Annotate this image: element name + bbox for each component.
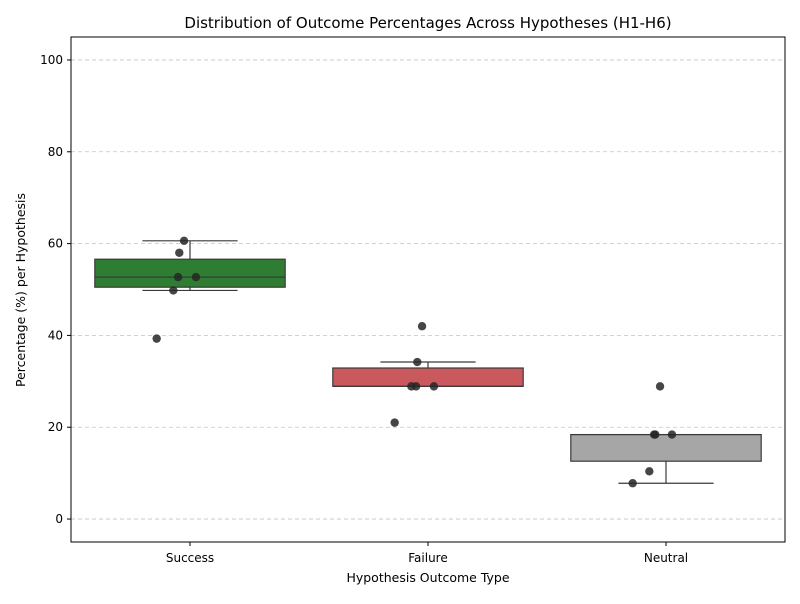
y-tick-label: 60 (48, 237, 63, 251)
data-point (413, 357, 422, 367)
box-body (570, 433, 762, 462)
data-point (173, 272, 183, 282)
box-success (94, 240, 286, 292)
box-body (94, 258, 286, 288)
x-tick-label-neutral: Neutral (644, 551, 688, 565)
y-tick-label: 80 (48, 145, 63, 159)
x-tick-label-failure: Failure (408, 551, 447, 565)
data-point (169, 286, 178, 295)
box-failure (332, 361, 524, 387)
data-point (175, 248, 184, 257)
data-point (667, 430, 677, 439)
data-point (179, 236, 189, 246)
y-tick-label: 100 (40, 53, 63, 67)
y-tick-label: 40 (48, 328, 63, 342)
data-point (628, 479, 637, 488)
data-point (407, 382, 416, 391)
y-tick-label: 0 (55, 512, 63, 526)
data-point (152, 334, 161, 343)
data-point (655, 382, 665, 391)
box-body (332, 367, 524, 387)
data-point (429, 382, 439, 391)
data-point (649, 430, 659, 439)
box-neutral (570, 433, 762, 484)
data-point (417, 322, 427, 331)
y-tick-label: 20 (48, 420, 63, 434)
x-axis: Success Failure Neutral (166, 542, 688, 565)
x-tick-label-success: Success (166, 551, 214, 565)
y-axis-label: Percentage (%) per Hypothesis (13, 193, 28, 387)
x-axis-label: Hypothesis Outcome Type (346, 570, 509, 585)
data-point (191, 272, 201, 282)
data-point (390, 418, 399, 427)
y-axis: 0 20 40 60 80 100 (40, 53, 71, 526)
boxes (94, 240, 762, 484)
data-points (152, 236, 677, 488)
data-point (645, 467, 654, 476)
chart-title: Distribution of Outcome Percentages Acro… (184, 14, 671, 32)
plot-frame (70, 36, 786, 543)
